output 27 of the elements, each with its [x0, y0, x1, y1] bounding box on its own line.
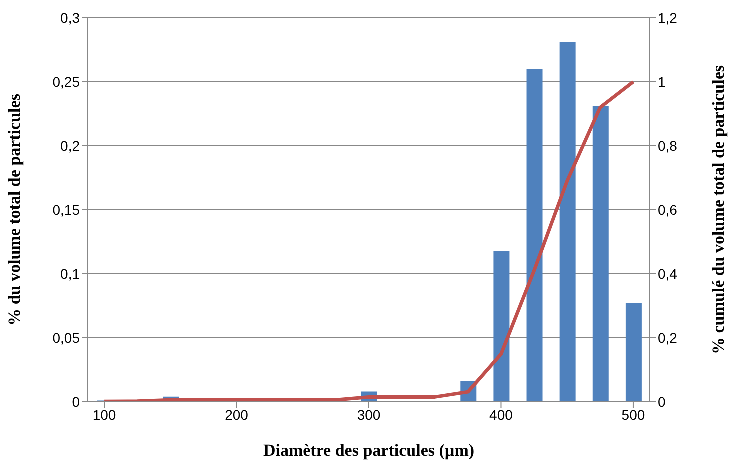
bar: [494, 250, 510, 402]
bar: [526, 69, 543, 402]
y-tick-label: 0,3: [60, 10, 80, 26]
x-tick-label: 500: [622, 406, 646, 423]
y-tick-label: 0,05: [52, 330, 80, 346]
bar: [626, 303, 642, 402]
x-tick-label: 100: [92, 406, 116, 423]
y-axis-title: % du volume total de particules: [5, 94, 24, 326]
y2-tick-label: 0,2: [658, 330, 678, 346]
y-tick-label: 0,25: [52, 74, 80, 90]
y-tick-label: 0: [72, 394, 80, 410]
bar: [560, 42, 576, 402]
y2-tick-label: 0,4: [658, 266, 678, 282]
y-tick-label: 0,15: [52, 202, 80, 218]
y2-tick-label: 0: [658, 394, 666, 410]
y-tick-label: 0,1: [60, 266, 80, 282]
x-tick-label: 400: [490, 406, 514, 423]
y2-tick-label: 1: [658, 74, 666, 90]
y2-tick-label: 0,6: [658, 202, 678, 218]
y2-tick-label: 0,8: [658, 138, 678, 154]
x-axis-title: Diamètre des particules (µm): [263, 441, 475, 460]
y-tick-label: 0,2: [60, 138, 80, 154]
bar: [592, 106, 609, 402]
x-tick-label: 200: [225, 406, 249, 423]
y2-axis-title: % cumulé du volume total de particules: [709, 65, 728, 354]
x-tick-label: 300: [357, 406, 381, 423]
y2-tick-label: 1,2: [658, 10, 678, 26]
